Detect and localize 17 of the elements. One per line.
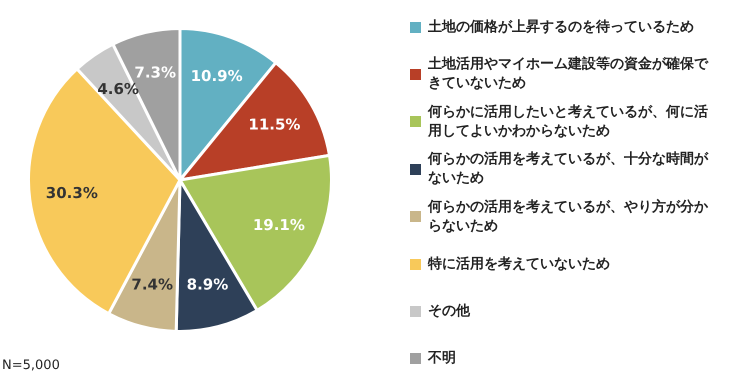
data-label: 8.9%	[186, 275, 228, 294]
data-label: 7.3%	[134, 64, 176, 82]
data-label: 10.9%	[190, 67, 243, 86]
data-label: 7.4%	[131, 275, 174, 294]
data-label: 30.3%	[46, 184, 98, 202]
text: N=5,000	[2, 358, 60, 373]
legend-label: 土地の価格が上昇するのを待っているため	[428, 18, 694, 36]
legend-label: 土地活用やマイホーム建設等の資金が確保できていないため	[428, 55, 708, 94]
data-label: 19.1%	[252, 216, 305, 234]
data-label: 4.6%	[97, 80, 139, 98]
legend-label: その他	[428, 302, 470, 322]
legend-label: 何らかの活用を考えているが、やり方が分からないため	[428, 198, 708, 236]
data-label: 11.5%	[248, 115, 300, 134]
legend-label: 何らかに活用したいと考えているが、何に活用してよいかわからないため	[428, 102, 708, 141]
legend-label: 不明	[428, 349, 456, 368]
legend-label: 何らかの活用を考えているが、十分な時間がないため	[428, 150, 708, 188]
legend-label: 特に活用を考えていないため	[428, 254, 610, 274]
